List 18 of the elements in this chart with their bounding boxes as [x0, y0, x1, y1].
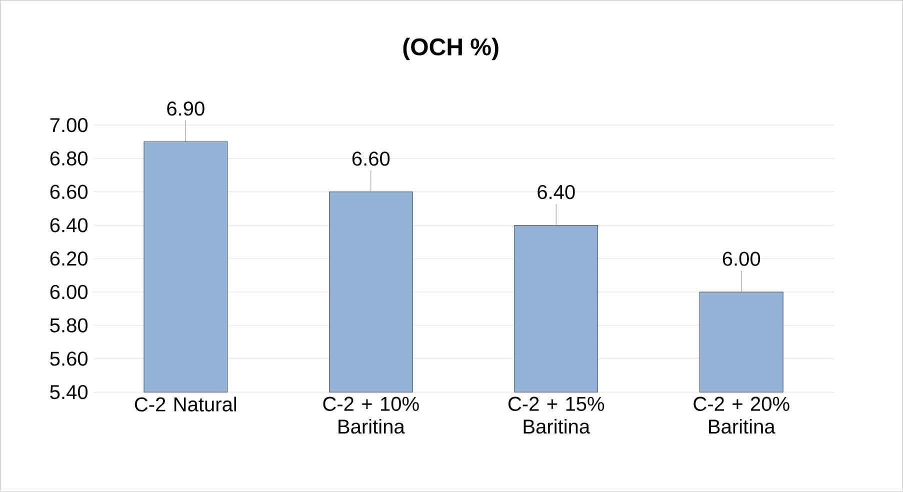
y-tick-label: 6.80 [50, 151, 88, 166]
x-tick-label: C-2 + 10% Baritina [323, 396, 419, 434]
y-tick-label: 5.80 [50, 318, 88, 333]
data-label: 6.40 [538, 185, 575, 200]
y-tick-label: 6.40 [50, 218, 88, 232]
y-tick-label: 5.40 [50, 385, 88, 400]
x-tick-label: C-2 + 20% Baritina [694, 396, 790, 434]
y-tick-label: 6.20 [50, 252, 88, 266]
data-label: 6.60 [352, 152, 390, 166]
x-tick-label: C-2 Natural [134, 396, 236, 412]
data-label: 6.90 [167, 102, 204, 116]
chart-title: (OCH %) [403, 38, 498, 60]
x-tick-label: C-2 + 15% Baritina [508, 396, 604, 434]
data-label: 6.00 [722, 252, 760, 266]
y-tick-label: 5.60 [50, 352, 88, 366]
y-tick-label: 6.60 [50, 184, 88, 200]
y-tick-label: 7.00 [50, 118, 88, 132]
y-tick-label: 6.00 [50, 284, 88, 300]
